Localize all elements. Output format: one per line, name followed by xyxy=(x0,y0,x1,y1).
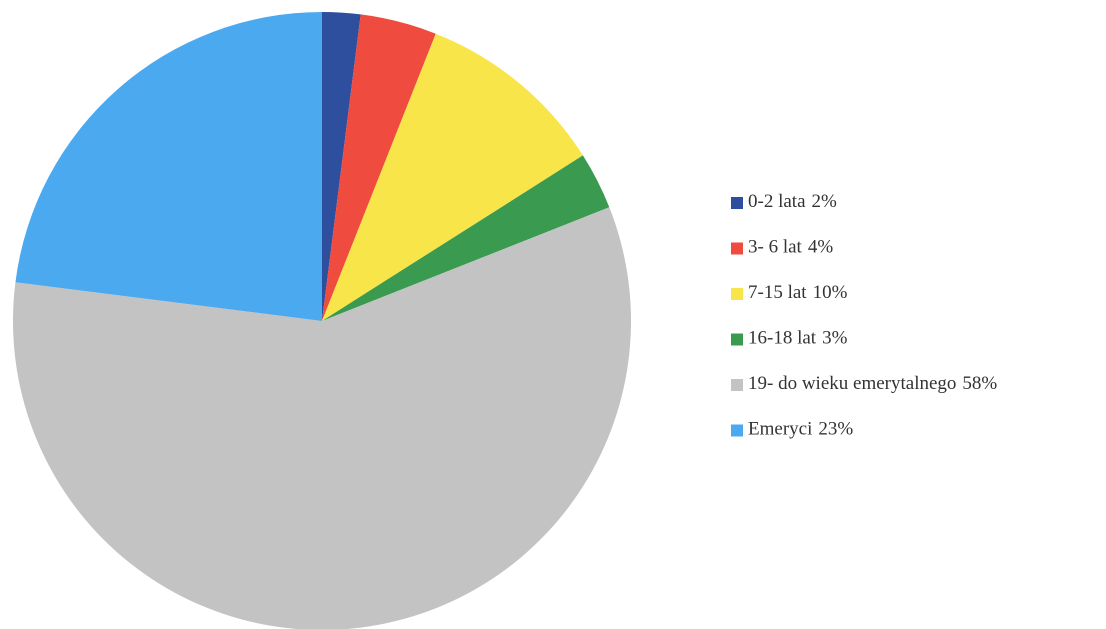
legend-item: Emeryci 23% xyxy=(731,419,853,440)
legend-label: 19- do wieku emerytalnego 58% xyxy=(748,373,997,394)
legend-swatch xyxy=(731,288,743,300)
legend-value: 23% xyxy=(818,419,853,440)
legend-swatch xyxy=(731,424,743,437)
legend-category: 7-15 lat xyxy=(748,282,807,303)
legend-item: 3- 6 lat 4% xyxy=(731,237,833,258)
legend-swatch xyxy=(731,242,743,255)
pie-slice xyxy=(15,12,323,321)
pie-slice xyxy=(13,207,631,629)
legend-swatch xyxy=(731,379,743,391)
legend-item: 0-2 lata 2% xyxy=(731,191,837,212)
legend-value: 4% xyxy=(808,237,834,258)
pie-slice xyxy=(322,14,436,322)
legend-category: 3- 6 lat xyxy=(748,237,803,258)
legend-category: 0-2 lata xyxy=(748,191,806,212)
legend-item: 16-18 lat 3% xyxy=(731,328,848,349)
legend-item: 19- do wieku emerytalnego 58% xyxy=(731,373,997,394)
legend-value: 10% xyxy=(813,282,848,303)
legend-category: 16-18 lat xyxy=(748,328,817,349)
pie-slice xyxy=(322,155,610,321)
pie-slice xyxy=(322,12,361,321)
pie-slice xyxy=(322,33,583,321)
legend-label: 3- 6 lat 4% xyxy=(748,237,833,258)
legend-label: 0-2 lata 2% xyxy=(748,191,837,212)
legend-label: 7-15 lat 10% xyxy=(748,282,848,303)
legend-category: Emeryci xyxy=(748,419,812,440)
legend-swatch xyxy=(731,333,743,346)
legend-value: 2% xyxy=(812,191,838,212)
legend-label: Emeryci 23% xyxy=(748,419,853,440)
legend-value: 3% xyxy=(822,328,848,349)
legend-label: 16-18 lat 3% xyxy=(748,328,848,349)
legend-value: 58% xyxy=(962,373,997,394)
legend-item: 7-15 lat 10% xyxy=(731,282,848,303)
legend-swatch xyxy=(731,197,743,209)
legend-category: 19- do wieku emerytalnego xyxy=(748,373,956,394)
